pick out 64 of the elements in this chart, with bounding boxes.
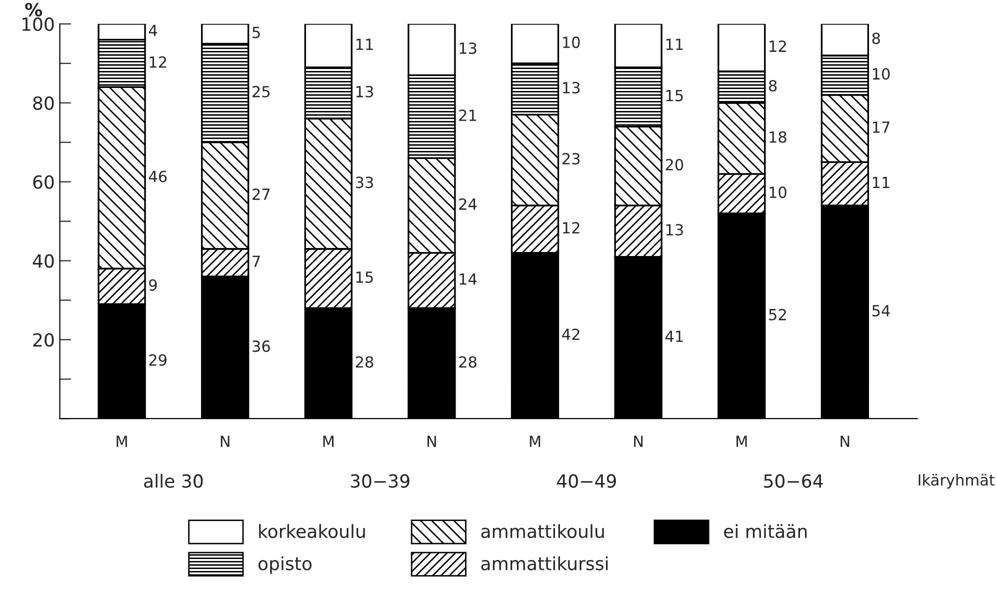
data-label: 28 (356, 356, 374, 368)
data-label: 10 (872, 68, 890, 80)
data-label: 20 (666, 158, 684, 170)
legend-label: ammattikoulu (481, 524, 604, 538)
data-label: 23 (562, 152, 580, 165)
legend-label: opisto (258, 556, 312, 574)
data-label: 14 (460, 274, 477, 285)
data-label: 25 (252, 86, 270, 98)
y-tick-label: 40 (32, 254, 54, 268)
y-axis-title: % (25, 2, 42, 16)
data-label: 21 (459, 110, 476, 121)
data-label: 10 (770, 186, 786, 198)
data-label: 11 (666, 38, 683, 50)
data-label: 11 (872, 176, 890, 188)
data-label: 12 (770, 40, 786, 52)
data-label: 13 (563, 82, 580, 94)
data-label: 13 (666, 224, 683, 236)
x-tick-label: N (427, 436, 436, 447)
text: 40−49 (557, 474, 616, 488)
data-label: 27 (252, 188, 270, 200)
data-label: 9 (149, 279, 157, 291)
x-tick-label: N (840, 436, 850, 447)
data-label: 29 (149, 354, 167, 366)
data-label: 8 (769, 80, 777, 92)
text: alle 30 (144, 474, 203, 488)
data-label: 7 (252, 256, 260, 267)
data-label: 15 (356, 272, 373, 283)
data-label: 46 (148, 170, 167, 182)
data-label: 4 (148, 24, 158, 36)
text: 30−39 (350, 474, 410, 488)
data-label: 15 (666, 90, 683, 102)
data-label: 13 (460, 42, 476, 54)
x-tick-label: M (530, 436, 540, 447)
x-tick-label: M (116, 436, 127, 447)
x-tick-label: N (220, 436, 230, 447)
x-tick-label: M (736, 436, 747, 447)
data-label: 36 (252, 340, 270, 352)
data-label: 28 (459, 356, 476, 368)
data-label: 13 (356, 86, 373, 98)
legend-label: ei mitään (724, 524, 807, 538)
x-tick-label: M (323, 436, 334, 447)
data-label: 18 (770, 131, 786, 143)
legend-label: ammattikurssi (481, 556, 608, 570)
y-tick-label: 100 (22, 17, 54, 32)
y-tick-label: 60 (33, 175, 54, 189)
data-label: 54 (872, 305, 890, 316)
y-tick-label: 20 (33, 333, 54, 347)
data-label: 8 (872, 32, 880, 44)
data-label: 17 (872, 122, 890, 133)
data-label: 10 (563, 36, 580, 48)
data-label: 41 (665, 330, 683, 342)
data-label: 11 (356, 38, 373, 50)
text: 50−64 (764, 474, 823, 488)
data-label: 12 (563, 222, 580, 234)
data-label: 42 (562, 328, 580, 340)
x-tick-label: N (634, 436, 643, 447)
data-label: 5 (252, 26, 260, 38)
data-label: 52 (769, 308, 786, 320)
y-tick-label: 80 (33, 96, 54, 110)
data-label: 12 (150, 56, 166, 68)
data-label: 33 (356, 176, 373, 188)
data-label: 24 (459, 198, 477, 210)
legend-label: korkeakoulu (259, 524, 365, 538)
x-axis-title: Ikäryhmät (918, 474, 995, 489)
